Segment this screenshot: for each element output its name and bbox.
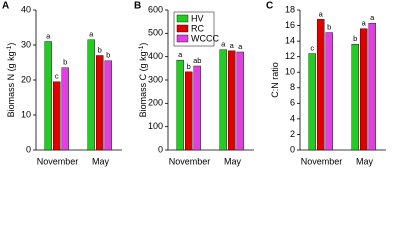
y-label-text: Biomass N (g kg [6,51,16,117]
significance-letter: a [178,50,183,59]
x-tick-label: November [37,156,79,166]
bar [193,65,201,151]
significance-letter: b [327,23,331,32]
significance-letter: b [353,34,357,43]
significance-letter: a [238,42,243,51]
bar [61,67,69,151]
bar [96,55,104,151]
bar [176,59,184,151]
y-tick-label: 6 [290,98,295,108]
y-tick-label: 30 [21,39,31,49]
significance-letter: c [310,44,314,53]
bar [236,51,244,151]
y-tick-label: 40 [21,4,31,14]
bar [351,44,359,151]
y-label-text: C:N ratio [270,62,280,98]
significance-letter: b [98,45,102,54]
y-tick-label: 0 [158,144,163,154]
y-tick-label: 2 [290,129,295,139]
bar [44,41,52,151]
y-tick-label: 0 [26,144,31,154]
significance-letter: a [230,41,235,50]
y-tick-label: 10 [285,67,295,77]
legend-swatch [176,14,189,23]
bar [317,19,325,151]
y-tick-label: 10 [21,109,31,119]
bar [185,71,193,151]
significance-letter: a [362,19,367,28]
significance-letter: b [106,51,110,60]
x-tick-label: May [92,156,110,166]
y-tick-label: 4 [290,113,295,123]
x-tick-label: November [301,156,343,166]
y-label-text: Biomass C (g kg [138,51,148,117]
legend-label: WCCC [191,33,219,43]
panel-letter: C [266,1,273,12]
bar [368,23,376,151]
y-tick-label: 500 [148,28,163,38]
bar [228,50,236,151]
y-axis-label: C:N ratio [270,62,280,98]
y-axis-label: Biomass N (g kg-1) [6,43,17,118]
y-tick-label: 100 [148,121,163,131]
y-tick-label: 14 [285,35,295,45]
y-tick-label: 600 [148,4,163,14]
y-tick-label: 0 [290,144,295,154]
significance-letter: ab [193,56,201,65]
y-axis-label: Biomass C (g kg-1) [138,43,149,118]
bar [53,81,61,151]
y-label-tail: ) [138,43,148,46]
legend-label: RC [191,23,204,33]
significance-letter: a [370,13,375,22]
y-tick-label: 8 [290,82,295,92]
x-tick-label: May [356,156,374,166]
significance-letter: b [187,62,191,71]
bar [104,60,112,151]
y-tick-label: 16 [285,20,295,30]
legend-swatch [176,34,189,43]
significance-letter: a [221,40,226,49]
significance-letter: a [319,9,324,18]
x-tick-label: November [169,156,211,166]
panel-letter: A [2,1,9,12]
panel-letter: B [134,1,141,12]
significance-letter: c [55,72,59,81]
y-label-sup: -1 [6,45,13,51]
y-tick-label: 20 [21,74,31,84]
y-tick-label: 12 [285,51,295,61]
y-label-sup: -1 [138,45,145,51]
legend-label: HV [191,13,204,23]
bar [308,53,316,151]
significance-letter: a [46,31,51,40]
legend-swatch [176,24,189,33]
significance-letter: b [63,58,67,67]
y-tick-label: 300 [148,74,163,84]
bar [325,32,333,151]
bar [360,28,368,151]
y-label-tail: ) [6,43,16,46]
y-tick-label: 18 [285,4,295,14]
y-tick-label: 400 [148,51,163,61]
bar [87,39,95,151]
x-tick-label: May [224,156,242,166]
y-tick-label: 200 [148,98,163,108]
significance-letter: a [89,30,94,39]
bar [219,49,227,151]
